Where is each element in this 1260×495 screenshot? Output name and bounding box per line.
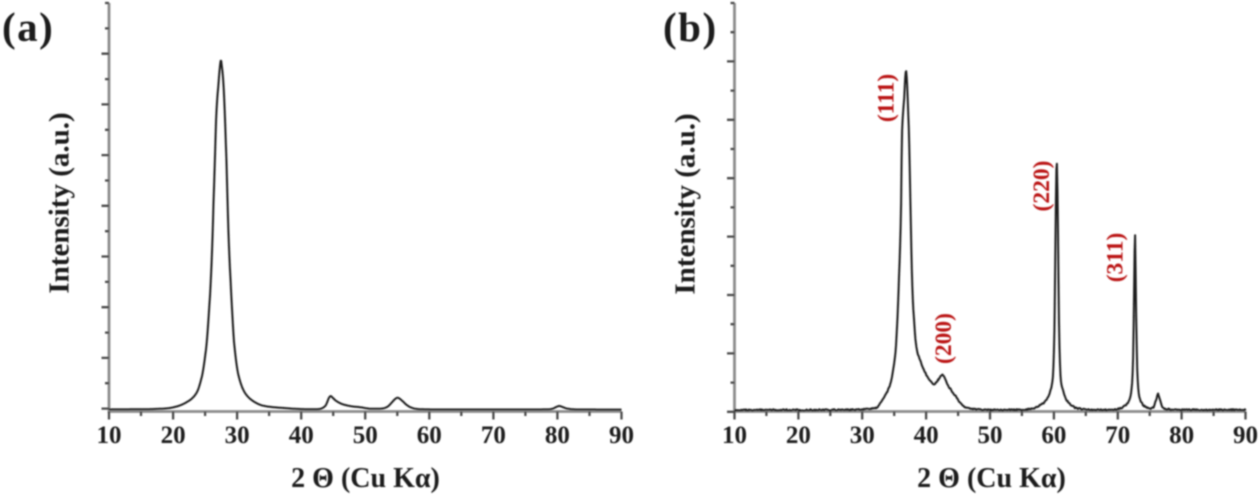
svg-text:(111): (111) — [874, 74, 900, 122]
svg-text:60: 60 — [1041, 422, 1066, 449]
svg-text:30: 30 — [850, 422, 875, 449]
svg-text:50: 50 — [978, 422, 1003, 449]
svg-text:20: 20 — [161, 422, 186, 449]
svg-text:(b): (b) — [663, 4, 718, 50]
svg-text:40: 40 — [914, 422, 939, 449]
svg-text:60: 60 — [417, 422, 442, 449]
svg-text:10: 10 — [97, 422, 122, 449]
svg-text:50: 50 — [353, 422, 378, 449]
svg-text:10: 10 — [722, 422, 747, 449]
svg-text:40: 40 — [289, 422, 314, 449]
svg-text:(a): (a) — [2, 4, 54, 50]
svg-text:20: 20 — [786, 422, 811, 449]
svg-text:90: 90 — [1233, 422, 1258, 449]
svg-text:2 Θ (Cu Kα): 2 Θ (Cu Kα) — [291, 463, 440, 494]
svg-text:(311): (311) — [1103, 233, 1129, 283]
svg-text:(220): (220) — [1029, 161, 1055, 212]
svg-text:70: 70 — [481, 422, 506, 449]
svg-text:(200): (200) — [931, 313, 957, 364]
svg-text:Intensity (a.u.): Intensity (a.u.) — [670, 113, 702, 294]
svg-text:30: 30 — [225, 422, 250, 449]
svg-text:2 Θ (Cu Kα): 2 Θ (Cu Kα) — [917, 463, 1066, 494]
svg-text:80: 80 — [545, 422, 570, 449]
svg-text:Intensity (a.u.): Intensity (a.u.) — [44, 112, 76, 293]
svg-text:80: 80 — [1169, 422, 1194, 449]
svg-text:90: 90 — [609, 422, 634, 449]
svg-text:70: 70 — [1105, 422, 1130, 449]
